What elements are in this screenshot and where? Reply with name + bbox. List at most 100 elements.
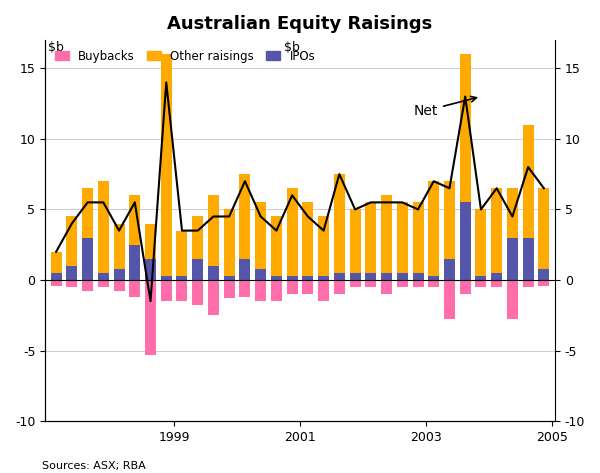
Bar <box>113 224 125 269</box>
Bar <box>145 259 156 280</box>
Bar <box>145 224 156 259</box>
Bar <box>98 280 109 287</box>
Bar <box>82 280 93 291</box>
Bar <box>224 276 235 280</box>
Bar <box>538 188 550 269</box>
Bar <box>113 269 125 280</box>
Bar <box>507 237 518 280</box>
Text: $b: $b <box>284 41 300 54</box>
Bar <box>413 202 424 273</box>
Bar <box>98 181 109 273</box>
Bar <box>192 280 203 306</box>
Bar <box>50 273 62 280</box>
Bar <box>444 181 455 259</box>
Bar <box>176 231 187 276</box>
Bar <box>460 202 471 280</box>
Bar <box>113 280 125 291</box>
Bar <box>239 280 250 297</box>
Bar <box>444 280 455 319</box>
Bar <box>350 280 361 287</box>
Bar <box>67 217 77 266</box>
Bar <box>365 273 376 280</box>
Bar <box>365 280 376 287</box>
Bar <box>255 202 266 269</box>
Bar <box>82 237 93 280</box>
Bar <box>334 280 345 294</box>
Bar <box>192 217 203 259</box>
Title: Australian Equity Raisings: Australian Equity Raisings <box>167 15 433 33</box>
Bar <box>444 259 455 280</box>
Bar <box>381 280 392 294</box>
Bar <box>397 202 408 273</box>
Bar <box>82 188 93 237</box>
Legend: Buybacks, Other raisings, IPOs: Buybacks, Other raisings, IPOs <box>51 46 319 66</box>
Bar <box>67 280 77 287</box>
Bar <box>129 245 140 280</box>
Bar <box>350 210 361 273</box>
Bar <box>350 273 361 280</box>
Bar <box>129 195 140 245</box>
Bar <box>334 174 345 273</box>
Bar <box>381 273 392 280</box>
Bar <box>507 188 518 237</box>
Bar <box>271 217 282 276</box>
Bar <box>176 276 187 280</box>
Bar <box>507 280 518 319</box>
Bar <box>491 188 502 273</box>
Bar <box>50 252 62 273</box>
Bar <box>255 269 266 280</box>
Bar <box>491 273 502 280</box>
Bar <box>98 273 109 280</box>
Bar <box>523 280 533 287</box>
Bar <box>287 280 298 294</box>
Bar <box>381 195 392 273</box>
Bar <box>239 174 250 259</box>
Bar <box>397 280 408 287</box>
Bar <box>287 276 298 280</box>
Bar <box>67 266 77 280</box>
Bar <box>460 54 471 202</box>
Text: $b: $b <box>48 41 64 54</box>
Bar <box>365 202 376 273</box>
Bar <box>491 280 502 287</box>
Bar <box>161 54 172 276</box>
Bar <box>224 210 235 276</box>
Bar <box>271 280 282 301</box>
Bar <box>475 276 487 280</box>
Bar <box>538 269 550 280</box>
Bar <box>475 280 487 287</box>
Bar <box>397 273 408 280</box>
Bar <box>50 280 62 286</box>
Bar <box>208 266 219 280</box>
Bar <box>239 259 250 280</box>
Text: Net: Net <box>413 96 476 118</box>
Bar <box>208 195 219 266</box>
Bar <box>428 276 439 280</box>
Text: Sources: ASX; RBA: Sources: ASX; RBA <box>42 461 146 471</box>
Bar <box>161 280 172 301</box>
Bar <box>413 273 424 280</box>
Bar <box>224 280 235 298</box>
Bar <box>208 280 219 315</box>
Bar <box>302 202 313 276</box>
Bar <box>192 259 203 280</box>
Bar <box>271 276 282 280</box>
Bar <box>318 276 329 280</box>
Bar <box>475 210 487 276</box>
Bar <box>428 181 439 276</box>
Bar <box>523 125 533 237</box>
Bar <box>523 237 533 280</box>
Bar <box>145 280 156 355</box>
Bar <box>318 217 329 276</box>
Bar <box>302 276 313 280</box>
Bar <box>428 280 439 287</box>
Bar <box>129 280 140 297</box>
Bar <box>176 280 187 301</box>
Bar <box>334 273 345 280</box>
Bar <box>318 280 329 301</box>
Bar <box>287 188 298 276</box>
Bar <box>460 280 471 294</box>
Bar <box>255 280 266 301</box>
Bar <box>413 280 424 287</box>
Bar <box>538 280 550 286</box>
